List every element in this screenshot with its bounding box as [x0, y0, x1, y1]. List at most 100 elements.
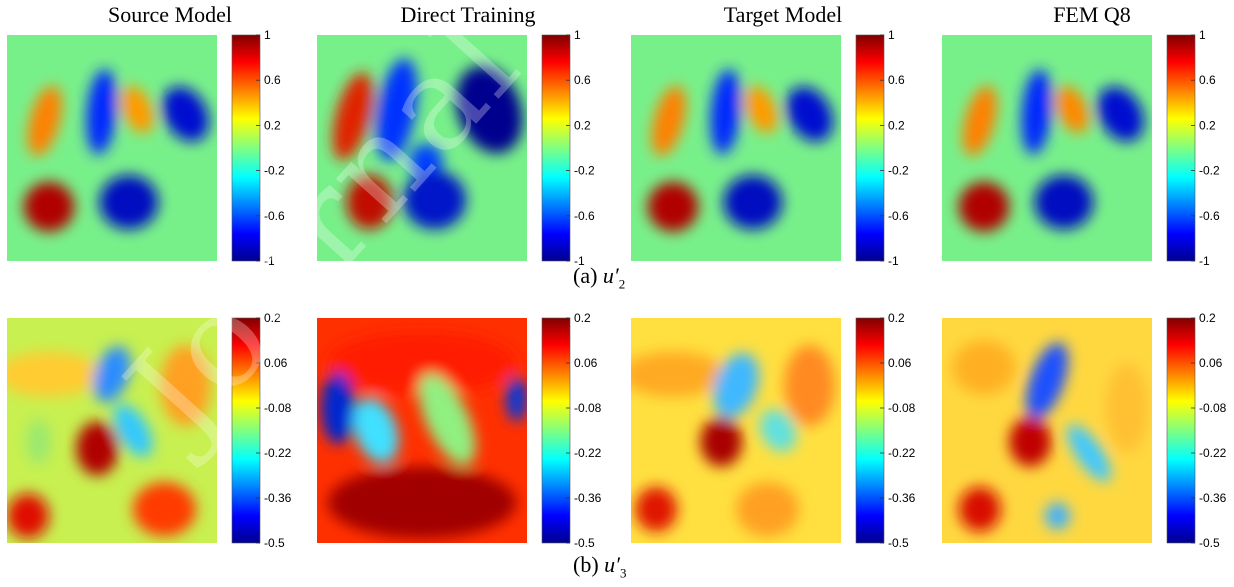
- caption-b-variable: u′3: [604, 552, 627, 581]
- field-blob: [27, 85, 62, 157]
- colorbar-tick-label: 0.2: [574, 118, 591, 132]
- field-blob: [700, 417, 743, 467]
- field-blob: [76, 421, 119, 476]
- heatmap-u2-target-model: [631, 35, 841, 261]
- colorbar-tick-label: -0.36: [264, 491, 292, 505]
- colorbar-tick-label: -0.6: [264, 209, 285, 223]
- colorbar-u3-fem-q8: [1166, 317, 1196, 544]
- colorbar-tick-label: 0.2: [888, 118, 905, 132]
- field-blob: [736, 482, 799, 537]
- field-blob: [160, 345, 211, 426]
- field-blob: [1067, 424, 1111, 482]
- colorbar-tick-label: -0.5: [264, 536, 285, 550]
- caption-a: (a) u′2: [573, 263, 625, 292]
- field-blob: [786, 86, 833, 142]
- field-blob: [23, 181, 75, 232]
- colorbar-tick-label: -0.2: [1199, 164, 1220, 178]
- caption-b-var-sub: 3: [619, 565, 627, 581]
- colorbar-u2-fem-q8: [1166, 34, 1196, 262]
- colorbar-tick-label: -0.08: [1199, 401, 1227, 415]
- colorbar-tick-label: -0.36: [888, 491, 916, 505]
- field-blob: [327, 331, 517, 395]
- colorbar-tick-label: 0.6: [264, 73, 281, 87]
- field-blob: [631, 351, 726, 397]
- field-blob: [958, 181, 1010, 232]
- colorbar-tick-label: -0.36: [1199, 491, 1227, 505]
- caption-a-var-sub: 2: [618, 276, 626, 292]
- field-blob: [162, 86, 209, 142]
- field-blob: [93, 346, 131, 403]
- field-blob: [455, 65, 523, 154]
- field-blob: [346, 175, 393, 230]
- field-blob: [1097, 86, 1144, 142]
- field-blob: [352, 397, 399, 464]
- field-blob: [7, 351, 102, 397]
- colorbar-tick-label: 0.06: [1199, 356, 1223, 370]
- field-blob: [713, 352, 759, 419]
- field-blob: [1034, 175, 1094, 230]
- colorbar-tick-label: -0.22: [1199, 446, 1227, 460]
- heatmap-u3-target-model: [631, 318, 841, 543]
- field-blob: [1044, 502, 1071, 530]
- colorbar-tick-label: -0.2: [264, 164, 285, 178]
- field-blob: [1105, 363, 1148, 453]
- colorbar-tick-label: 0.2: [1199, 311, 1216, 325]
- colorbar-tick-label: -0.22: [574, 446, 602, 460]
- field-blob: [506, 376, 527, 422]
- heatmap-u2-source-model: [7, 35, 217, 261]
- field-blob: [958, 486, 1001, 532]
- field-blob: [784, 345, 835, 426]
- colorbar-tick-label: -0.6: [1199, 209, 1220, 223]
- caption-a-label: (a): [573, 263, 598, 288]
- colorbar-tick-label: 0.2: [264, 311, 281, 325]
- caption-a-var-prime: ′: [613, 263, 619, 288]
- caption-a-variable: u′2: [602, 263, 626, 292]
- field-blob: [327, 466, 517, 539]
- colorbar-tick-label: -0.08: [888, 401, 916, 415]
- field-blob: [710, 69, 741, 155]
- field-blob: [25, 419, 52, 465]
- colorbar-tick-label: 1: [888, 28, 895, 42]
- heatmap-u3-direct-training: [317, 318, 527, 543]
- colorbar-tick-label: -0.2: [574, 164, 595, 178]
- field-blob: [403, 170, 467, 230]
- field-blob: [120, 86, 155, 133]
- heatmap-u2-direct-training: [317, 35, 527, 261]
- colorbar-tick-label: 1: [574, 28, 581, 42]
- colorbar-tick-label: -0.36: [574, 491, 602, 505]
- colorbar-tick-label: 0.2: [264, 118, 281, 132]
- field-blob: [635, 486, 678, 532]
- field-blob: [962, 85, 997, 157]
- field-blob: [99, 175, 159, 230]
- field-blob: [744, 86, 779, 133]
- caption-b-var-letter: u: [604, 552, 616, 577]
- field-blob: [321, 372, 355, 444]
- caption-b-var-prime: ′: [615, 552, 620, 577]
- colorbar-tick-label: -1: [888, 254, 899, 268]
- field-blob: [651, 85, 686, 157]
- colorbar-u3-target-model: [855, 317, 885, 544]
- colorbar-u3-direct-training: [541, 317, 571, 544]
- field-blob: [1009, 417, 1052, 467]
- heatmap-u3-source-model: [7, 318, 217, 543]
- colorbar-tick-label: 1: [264, 28, 271, 42]
- caption-b: (b) u′3: [573, 552, 626, 581]
- colorbar-tick-label: -0.5: [574, 536, 595, 550]
- caption-b-label: (b): [573, 552, 599, 577]
- field-blob: [759, 409, 797, 452]
- column-title-target-model: Target Model: [723, 2, 843, 27]
- field-blob: [723, 175, 783, 230]
- field-blob: [952, 340, 1016, 395]
- colorbar-tick-label: -0.08: [264, 401, 292, 415]
- field-blob: [1025, 342, 1069, 420]
- colorbar-tick-label: -0.08: [574, 401, 602, 415]
- colorbar-tick-label: -1: [264, 254, 275, 268]
- caption-a-var-letter: u: [602, 263, 614, 288]
- colorbar-u2-target-model: [855, 34, 885, 262]
- colorbar-u3-source-model: [231, 317, 261, 544]
- colorbar-tick-label: 0.6: [888, 73, 905, 87]
- field-blob: [7, 493, 49, 539]
- colorbar-tick-label: 0.2: [888, 311, 905, 325]
